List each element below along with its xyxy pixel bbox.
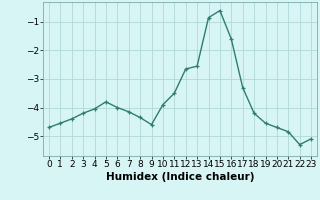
- X-axis label: Humidex (Indice chaleur): Humidex (Indice chaleur): [106, 172, 254, 182]
